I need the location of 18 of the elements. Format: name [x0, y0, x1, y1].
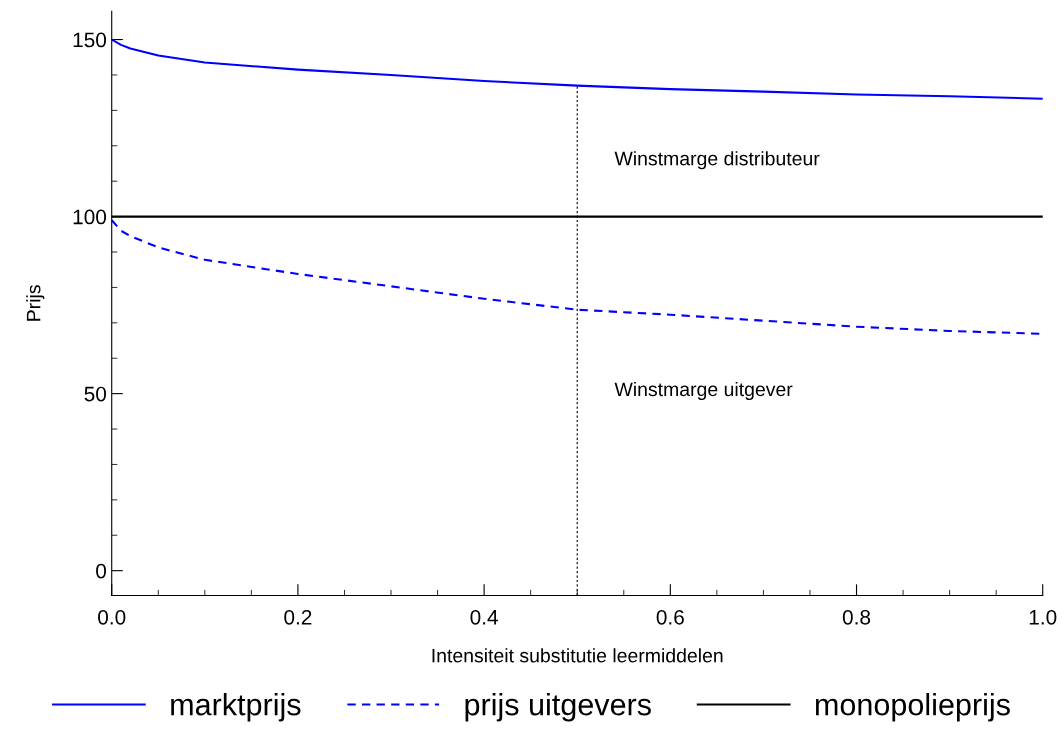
- y-tick-label: 0: [96, 563, 107, 579]
- y-axis-title: Prijs: [26, 285, 45, 321]
- x-tick-label: 0.4: [470, 609, 498, 625]
- line-series: [111, 38, 1043, 100]
- legend-label: monopolieprijs: [815, 693, 1010, 722]
- annotation: Winstmarge uitgever: [614, 381, 793, 401]
- y-tick-label: 50: [84, 386, 107, 402]
- x-tick-label: 0.6: [656, 609, 684, 625]
- legend-label: marktprijs: [171, 693, 301, 722]
- x-tick-label: 1.0: [1029, 609, 1057, 625]
- x-tick-label: 0.0: [98, 609, 126, 625]
- y-tick-label: 100: [73, 209, 107, 225]
- y-tick-label: 150: [73, 32, 107, 48]
- legend-label: prijs uitgevers: [465, 693, 651, 722]
- x-axis-title: Intensiteit substitutie leermiddelen: [432, 648, 723, 663]
- x-tick-label: 0.8: [842, 609, 871, 625]
- x-tick-label: 0.2: [284, 609, 312, 625]
- annotation: Winstmarge distributeur: [614, 151, 820, 170]
